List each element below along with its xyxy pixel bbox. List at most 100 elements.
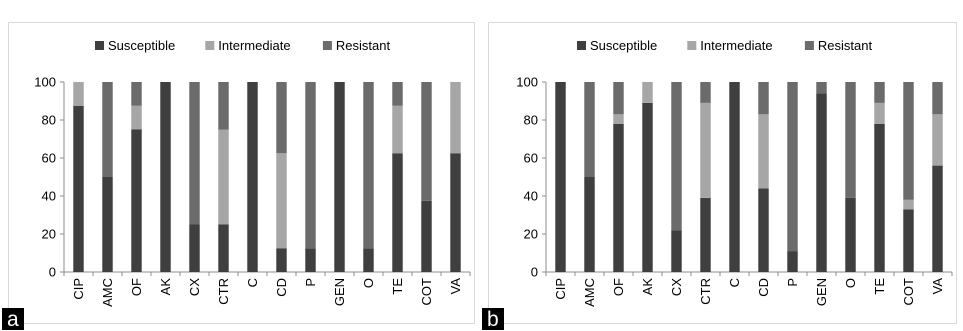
- bar-stack-cip: [555, 82, 566, 272]
- y-tick-label: 80: [524, 113, 538, 128]
- stacked-bar-chart-b: Susceptible Intermediate Resistant 0 20 40 60 8…: [516, 38, 953, 307]
- bar-resistant-p: [305, 82, 316, 249]
- bar-susceptible-of: [131, 129, 142, 272]
- panel-label-b: b: [482, 308, 504, 330]
- bar-stack-ak: [642, 82, 653, 273]
- bar-stack-amc: [102, 82, 113, 272]
- bar-resistant-cot: [421, 82, 432, 201]
- bar-resistant-va: [932, 82, 943, 115]
- bar-stack-c: [729, 82, 740, 272]
- bar-intermediate-te: [392, 105, 403, 154]
- bar-stack-cd: [276, 82, 287, 272]
- bar-stack-cx: [189, 82, 200, 272]
- y-tick-label: 100: [516, 75, 538, 90]
- bar-intermediate-cip: [73, 82, 84, 106]
- stacked-bar-chart-a: Susceptible Intermediate Resistant 0 20 40 60 8…: [34, 38, 471, 307]
- bar-stack-of: [613, 82, 624, 272]
- x-tick-label-p: P: [303, 278, 318, 287]
- bar-stack-p: [787, 82, 798, 272]
- bar-susceptible-ctr: [700, 197, 711, 272]
- bar-stack-o: [845, 82, 856, 272]
- x-tick-label-va: VA: [930, 278, 945, 295]
- x-tick-label-te: TE: [390, 278, 405, 295]
- bar-resistant-cd: [758, 82, 769, 115]
- bar-stack-of: [131, 82, 142, 272]
- x-tick-label-of: OF: [611, 278, 626, 296]
- bar-stack-cip: [73, 82, 84, 272]
- legend-swatch-resistant: [322, 41, 332, 50]
- bar-stack-cot: [421, 82, 432, 272]
- bar-susceptible-cx: [671, 230, 682, 272]
- y-tick-label: 60: [524, 151, 538, 166]
- bar-susceptible-te: [392, 153, 403, 272]
- bar-stack-cot: [903, 82, 914, 272]
- x-tick-label-ctr: CTR: [698, 278, 713, 305]
- x-tick-label-ak: AK: [158, 278, 173, 296]
- y-tick-label: 100: [34, 75, 56, 90]
- bar-susceptible-ak: [160, 82, 171, 272]
- bar-resistant-cx: [671, 82, 682, 231]
- bar-stack-va: [932, 82, 943, 272]
- bar-intermediate-va: [450, 82, 461, 154]
- legend-label-intermediate: Intermediate: [700, 38, 772, 53]
- bar-resistant-amc: [102, 82, 113, 177]
- bar-stack-cd: [758, 82, 769, 272]
- y-tick-label: 40: [524, 189, 538, 204]
- bar-intermediate-of: [613, 114, 624, 124]
- bar-susceptible-ak: [642, 102, 653, 273]
- bar-stack-va: [450, 82, 461, 272]
- legend-label-susceptible: Susceptible: [590, 38, 657, 53]
- bar-intermediate-va: [932, 114, 943, 166]
- x-tick-label-gen: GEN: [814, 278, 829, 306]
- bar-susceptible-p: [305, 248, 316, 272]
- bar-intermediate-ctr: [218, 129, 229, 225]
- x-tick-label-gen: GEN: [332, 278, 347, 306]
- bar-stack-cx: [671, 82, 682, 272]
- bar-resistant-te: [392, 82, 403, 106]
- y-tick-label: 0: [531, 265, 538, 280]
- bar-susceptible-cot: [421, 200, 432, 272]
- bar-stack-te: [874, 82, 885, 272]
- x-tick-label-ctr: CTR: [216, 278, 231, 305]
- bar-intermediate-te: [874, 102, 885, 124]
- x-tick-label-te: TE: [872, 278, 887, 295]
- x-tick-label-cip: CIP: [71, 278, 86, 300]
- y-tick-label: 80: [42, 113, 56, 128]
- x-tick-label-cot: COT: [419, 278, 434, 306]
- x-tick-label-o: O: [361, 278, 376, 288]
- x-tick-label-ak: AK: [640, 278, 655, 296]
- bar-intermediate-ctr: [700, 102, 711, 198]
- bar-stack-gen: [334, 82, 345, 272]
- bar-stack-amc: [584, 82, 595, 272]
- bar-susceptible-o: [363, 248, 374, 272]
- bar-susceptible-va: [932, 165, 943, 272]
- x-tick-label-amc: AMC: [582, 278, 597, 307]
- y-tick-label: 60: [42, 151, 56, 166]
- bar-stack-gen: [816, 82, 827, 273]
- bar-stack-p: [305, 82, 316, 272]
- y-tick-label: 20: [42, 227, 56, 242]
- legend-label-susceptible: Susceptible: [108, 38, 175, 53]
- legend-label-intermediate: Intermediate: [218, 38, 290, 53]
- x-tick-label-o: O: [843, 278, 858, 288]
- bar-susceptible-ctr: [218, 224, 229, 272]
- bar-intermediate-ak: [642, 82, 653, 103]
- bar-susceptible-of: [613, 123, 624, 272]
- bar-resistant-ctr: [218, 82, 229, 130]
- bar-susceptible-o: [845, 197, 856, 272]
- legend: Susceptible Intermediate Resistant: [95, 38, 390, 53]
- bar-susceptible-c: [247, 82, 258, 272]
- x-tick-label-cx: CX: [187, 278, 202, 296]
- x-tick-label-c: C: [727, 278, 742, 287]
- bar-intermediate-cd: [758, 114, 769, 189]
- bar-susceptible-gen: [334, 82, 345, 272]
- bar-resistant-te: [874, 82, 885, 103]
- bar-intermediate-cot: [903, 199, 914, 210]
- legend-swatch-susceptible: [577, 41, 586, 50]
- x-tick-label-cd: CD: [274, 278, 289, 297]
- bar-susceptible-cip: [555, 82, 566, 272]
- bar-susceptible-cd: [758, 188, 769, 272]
- x-tick-label-amc: AMC: [100, 278, 115, 307]
- bar-stack-te: [392, 82, 403, 272]
- bar-stack-ctr: [218, 82, 229, 272]
